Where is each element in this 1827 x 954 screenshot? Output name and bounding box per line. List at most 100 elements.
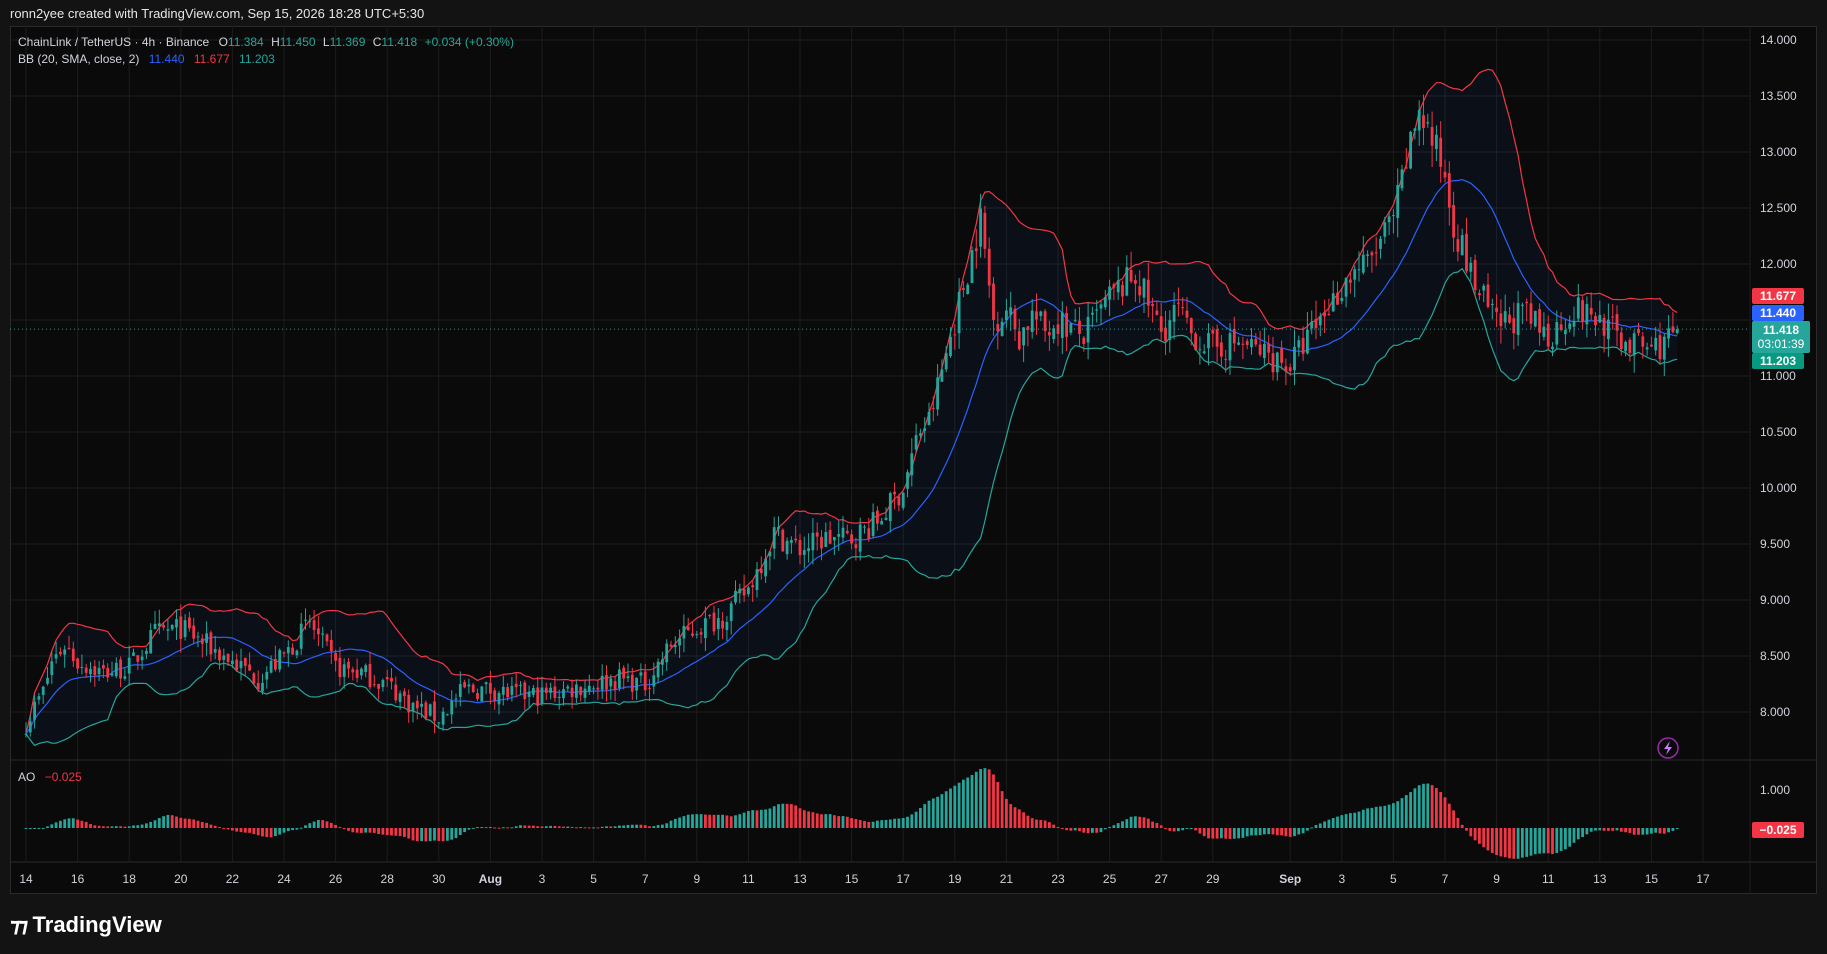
candle-body[interactable] — [1469, 262, 1473, 272]
candle-body[interactable] — [519, 684, 522, 686]
candle-body[interactable] — [41, 686, 45, 695]
candle-body[interactable] — [1224, 359, 1228, 361]
ao-bar[interactable] — [1379, 806, 1382, 828]
candle-body[interactable] — [360, 668, 363, 676]
ao-bar[interactable] — [1091, 828, 1094, 833]
candle-body[interactable] — [484, 682, 488, 685]
ao-bar[interactable] — [1589, 828, 1593, 832]
candle-body[interactable] — [1499, 313, 1503, 327]
ao-bar[interactable] — [1232, 828, 1236, 839]
ao-bar[interactable] — [1439, 792, 1443, 828]
candle-body[interactable] — [910, 453, 914, 476]
candle-body[interactable] — [1628, 339, 1632, 353]
ao-bar[interactable] — [794, 805, 798, 828]
candle-body[interactable] — [295, 650, 299, 656]
candle-body[interactable] — [1508, 314, 1511, 323]
ao-bar[interactable] — [394, 828, 398, 836]
candle-body[interactable] — [863, 526, 866, 528]
ao-bar[interactable] — [329, 822, 333, 828]
candle-body[interactable] — [1662, 336, 1666, 360]
candle-body[interactable] — [183, 620, 187, 638]
candle-body[interactable] — [269, 661, 273, 673]
ao-bar[interactable] — [747, 811, 750, 828]
ao-bar[interactable] — [1336, 816, 1339, 828]
ao-bar[interactable] — [1452, 810, 1455, 828]
ao-bar[interactable] — [940, 794, 944, 828]
ao-bar[interactable] — [1275, 828, 1279, 836]
candle-body[interactable] — [712, 612, 716, 632]
ao-bar[interactable] — [768, 808, 772, 828]
ao-bar[interactable] — [282, 828, 286, 833]
ao-bar[interactable] — [1409, 792, 1412, 828]
candle-body[interactable] — [1516, 303, 1520, 335]
ao-bar[interactable] — [1060, 828, 1064, 829]
ao-bar[interactable] — [1538, 828, 1541, 854]
ao-bar[interactable] — [583, 827, 587, 829]
candle-body[interactable] — [833, 537, 836, 541]
candle-body[interactable] — [1396, 185, 1400, 219]
ao-bar[interactable] — [755, 810, 759, 828]
candle-body[interactable] — [1121, 284, 1124, 297]
ao-bar[interactable] — [1052, 824, 1056, 828]
candle-body[interactable] — [1435, 134, 1438, 150]
ao-bar[interactable] — [1383, 805, 1387, 828]
candle-body[interactable] — [811, 532, 815, 551]
candle-body[interactable] — [1254, 338, 1258, 345]
ao-bar[interactable] — [691, 814, 694, 828]
candle-body[interactable] — [1263, 343, 1266, 358]
ao-bar[interactable] — [1447, 803, 1451, 828]
candle-body[interactable] — [450, 700, 454, 715]
ao-bar[interactable] — [514, 826, 518, 828]
candle-body[interactable] — [673, 645, 677, 648]
ao-bar[interactable] — [738, 814, 742, 828]
ao-bar[interactable] — [609, 826, 613, 828]
ao-bar[interactable] — [751, 810, 755, 828]
candle-body[interactable] — [1619, 332, 1623, 350]
candle-body[interactable] — [37, 696, 41, 700]
candle-body[interactable] — [1374, 252, 1378, 254]
ao-bar[interactable] — [136, 825, 140, 828]
ao-bar[interactable] — [880, 820, 884, 828]
ao-bar[interactable] — [407, 828, 411, 839]
candle-body[interactable] — [67, 647, 71, 650]
ao-bar[interactable] — [635, 824, 638, 828]
candle-body[interactable] — [1271, 353, 1275, 373]
ao-bar[interactable] — [1413, 788, 1417, 828]
ao-bar[interactable] — [1245, 828, 1249, 837]
candle-body[interactable] — [411, 702, 415, 711]
candle-body[interactable] — [1207, 333, 1210, 349]
ao-bar[interactable] — [1220, 828, 1223, 839]
ao-bar[interactable] — [476, 827, 479, 829]
ao-bar[interactable] — [979, 769, 982, 828]
ao-bar[interactable] — [132, 825, 135, 828]
candle-body[interactable] — [583, 688, 587, 698]
candle-body[interactable] — [1456, 239, 1460, 252]
candle-body[interactable] — [940, 369, 944, 382]
ao-bar[interactable] — [28, 828, 32, 829]
candle-body[interactable] — [1521, 304, 1524, 306]
ao-bar[interactable] — [897, 818, 901, 828]
ao-bar[interactable] — [867, 821, 871, 828]
ao-bar[interactable] — [996, 782, 1000, 828]
candle-body[interactable] — [420, 703, 423, 707]
candle-body[interactable] — [1340, 297, 1344, 302]
ao-bar[interactable] — [398, 828, 402, 837]
candle-body[interactable] — [1353, 269, 1357, 280]
candle-body[interactable] — [794, 538, 798, 541]
ao-bar[interactable] — [1108, 826, 1111, 828]
candle-body[interactable] — [1005, 310, 1008, 321]
candle-body[interactable] — [1189, 318, 1193, 334]
candle-body[interactable] — [854, 544, 858, 549]
ao-bar[interactable] — [1392, 803, 1395, 828]
ao-bar[interactable] — [157, 818, 161, 828]
ao-bar[interactable] — [149, 821, 153, 828]
ao-bar[interactable] — [506, 827, 509, 829]
ao-bar[interactable] — [450, 828, 454, 840]
candle-body[interactable] — [1473, 259, 1477, 291]
ao-bar[interactable] — [1254, 828, 1258, 836]
candle-body[interactable] — [790, 540, 793, 543]
ao-bar[interactable] — [231, 828, 234, 831]
ao-bar[interactable] — [252, 828, 256, 835]
candle-body[interactable] — [1413, 128, 1417, 131]
ao-bar[interactable] — [123, 826, 127, 828]
